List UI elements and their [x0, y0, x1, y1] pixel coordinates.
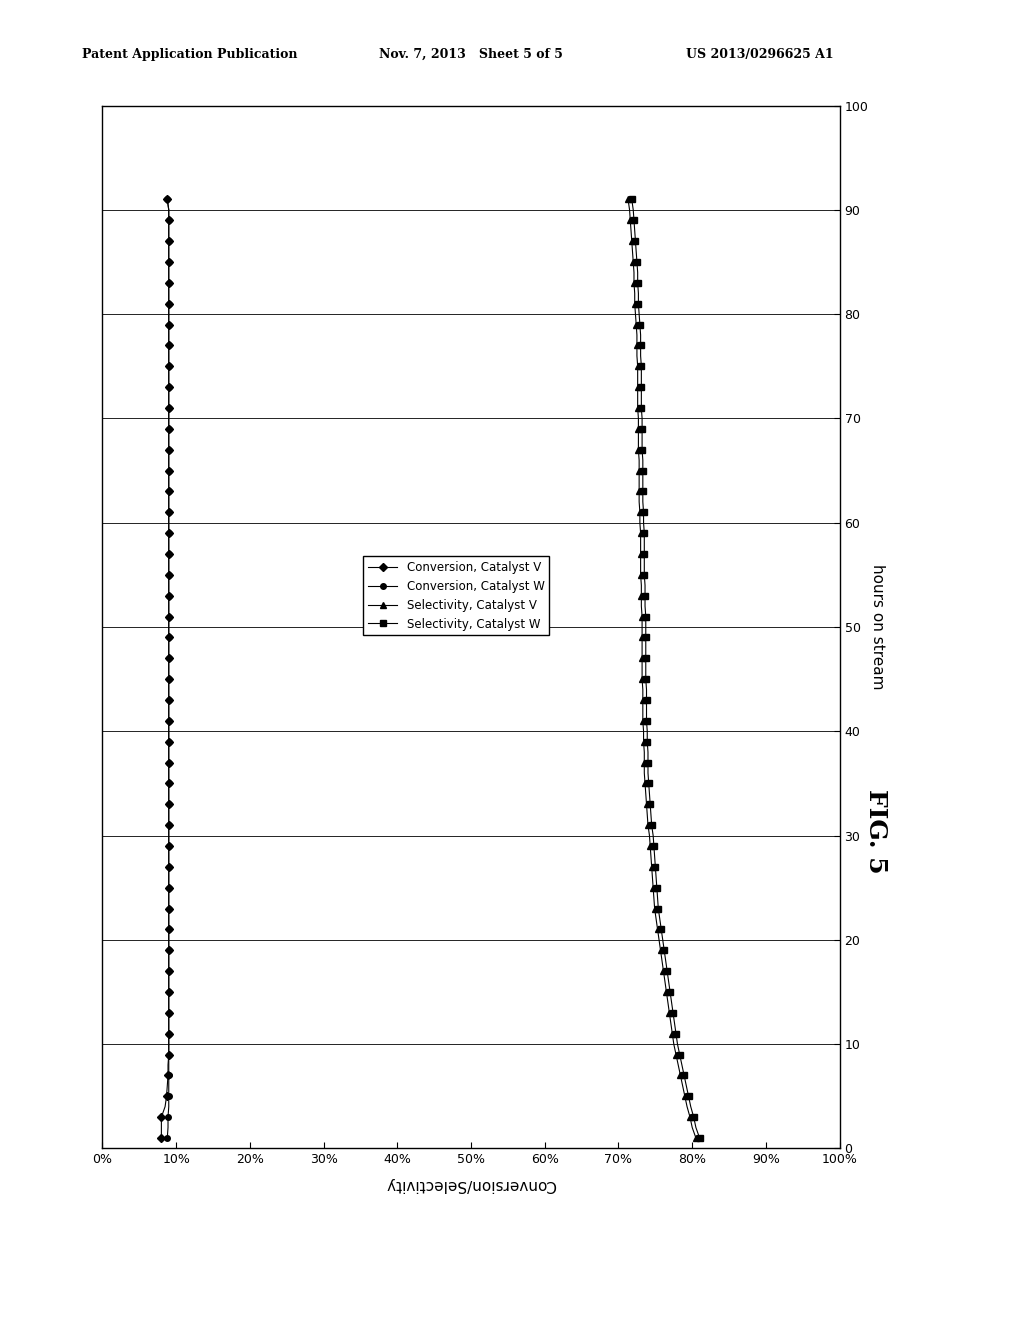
Selectivity, Catalyst V: [625, 223, 637, 239]
Text: Patent Application Publication: Patent Application Publication: [82, 48, 297, 61]
Selectivity, Catalyst V: [631, 338, 643, 354]
Text: FIG. 5: FIG. 5: [863, 789, 888, 874]
Selectivity, Catalyst V: [650, 911, 663, 927]
Line: Selectivity, Catalyst W: Selectivity, Catalyst W: [629, 197, 702, 1140]
Selectivity, Catalyst V: [648, 890, 660, 906]
Conversion, Catalyst W: [163, 911, 175, 927]
Selectivity, Catalyst W: [635, 338, 647, 354]
Conversion, Catalyst W: [163, 213, 175, 228]
Selectivity, Catalyst W: [669, 1015, 681, 1031]
Conversion, Catalyst V: [161, 191, 173, 207]
Conversion, Catalyst V: [163, 223, 175, 239]
Selectivity, Catalyst V: [690, 1130, 702, 1146]
Text: US 2013/0296625 A1: US 2013/0296625 A1: [686, 48, 834, 61]
Line: Conversion, Catalyst W: Conversion, Catalyst W: [165, 197, 172, 1140]
Selectivity, Catalyst W: [693, 1130, 706, 1146]
Y-axis label: hours on stream: hours on stream: [870, 564, 885, 690]
Selectivity, Catalyst W: [626, 191, 638, 207]
Conversion, Catalyst W: [161, 191, 173, 207]
Legend: Conversion, Catalyst V, Conversion, Catalyst W, Selectivity, Catalyst V, Selecti: Conversion, Catalyst V, Conversion, Cata…: [364, 556, 550, 635]
Selectivity, Catalyst W: [651, 890, 664, 906]
Conversion, Catalyst W: [163, 338, 175, 354]
Conversion, Catalyst V: [156, 1130, 168, 1146]
Selectivity, Catalyst V: [622, 191, 634, 207]
X-axis label: Conversion/Selectivity: Conversion/Selectivity: [386, 1177, 556, 1192]
Conversion, Catalyst V: [163, 338, 175, 354]
Line: Conversion, Catalyst V: Conversion, Catalyst V: [159, 197, 172, 1140]
Conversion, Catalyst V: [163, 213, 175, 228]
Selectivity, Catalyst V: [665, 1015, 677, 1031]
Conversion, Catalyst W: [163, 890, 175, 906]
Selectivity, Catalyst W: [653, 911, 666, 927]
Selectivity, Catalyst V: [625, 213, 637, 228]
Conversion, Catalyst W: [163, 1015, 175, 1031]
Conversion, Catalyst V: [163, 1015, 175, 1031]
Conversion, Catalyst W: [163, 223, 175, 239]
Selectivity, Catalyst W: [628, 213, 640, 228]
Conversion, Catalyst V: [163, 890, 175, 906]
Conversion, Catalyst V: [163, 911, 175, 927]
Conversion, Catalyst W: [161, 1130, 173, 1146]
Selectivity, Catalyst W: [629, 223, 641, 239]
Line: Selectivity, Catalyst V: Selectivity, Catalyst V: [626, 197, 698, 1140]
Text: Nov. 7, 2013   Sheet 5 of 5: Nov. 7, 2013 Sheet 5 of 5: [379, 48, 563, 61]
